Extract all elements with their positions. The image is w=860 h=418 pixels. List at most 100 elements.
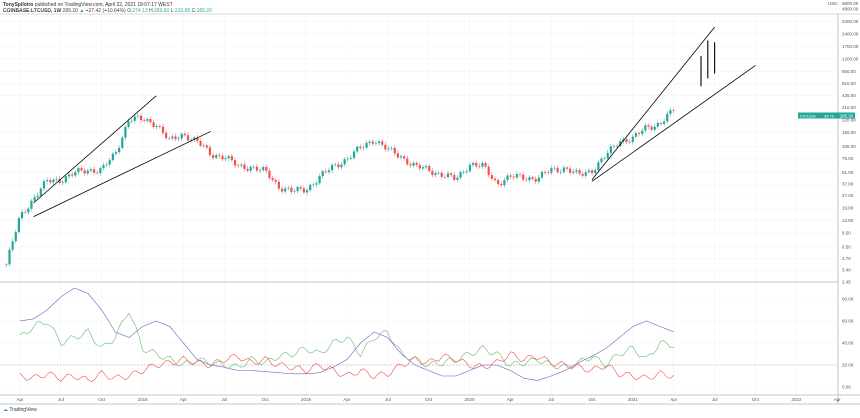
candle-body xyxy=(30,200,33,209)
candle-body xyxy=(196,137,199,142)
candle-body xyxy=(637,133,641,134)
price-tick-label: 1700.00 xyxy=(842,44,859,49)
candle-body xyxy=(616,145,619,147)
candle-body xyxy=(384,144,387,150)
candle-body xyxy=(565,167,569,169)
time-tick-label: 2021 xyxy=(628,397,639,402)
badge-symbol: LTCUSD xyxy=(800,113,816,118)
time-tick-label: 2018 xyxy=(138,397,149,402)
candle-body xyxy=(171,136,174,139)
candle-body xyxy=(227,156,230,159)
price-tick-label: 9.50 xyxy=(842,231,851,236)
candle-body xyxy=(309,184,312,191)
currency-label: USD xyxy=(828,1,838,6)
candle-body xyxy=(534,178,537,182)
candle-body xyxy=(5,264,8,265)
candle-body xyxy=(265,167,268,171)
candle-body xyxy=(315,183,318,185)
time-tick-label: 2020 xyxy=(464,397,475,402)
candle-body xyxy=(468,164,472,172)
candle-body xyxy=(64,176,67,183)
time-tick-label: Jul xyxy=(221,397,227,402)
candle-body xyxy=(377,141,381,144)
candle-body xyxy=(161,126,165,133)
candle-body xyxy=(666,113,669,122)
candle-body xyxy=(287,187,290,189)
candle-body xyxy=(331,164,334,171)
candle-body xyxy=(453,174,456,180)
footer: ☁ TradingView xyxy=(3,407,37,413)
osc-tick-label: 20.00 xyxy=(842,363,854,368)
candle-body xyxy=(186,135,190,141)
price-tick-label: 4.70 xyxy=(842,256,851,261)
candle-body xyxy=(67,174,71,177)
candle-body xyxy=(562,167,565,172)
symbol-legend: COINBASE:LTCUSD, 1W 285.20 ▲ +27.42 (+10… xyxy=(3,8,212,14)
price-tick-label: 610.00 xyxy=(842,81,856,86)
candle-body xyxy=(362,147,365,149)
candle-body xyxy=(381,141,384,145)
candles xyxy=(5,40,716,267)
candle-body xyxy=(302,188,306,193)
candle-body xyxy=(371,141,374,144)
price-tick-label: 435.00 xyxy=(842,93,856,98)
candle-body xyxy=(312,184,315,186)
candle-body xyxy=(550,168,553,173)
candle-body xyxy=(158,125,161,127)
candle-body xyxy=(208,147,212,156)
candle-body xyxy=(656,122,659,127)
badge-symbol-bg xyxy=(798,112,838,119)
candle-body xyxy=(672,110,675,111)
candle-body xyxy=(650,126,653,130)
publish-info: TonySpilotro published on TradingView.co… xyxy=(3,2,173,8)
candle-body xyxy=(183,133,187,136)
candle-body xyxy=(619,141,622,146)
candle-body xyxy=(237,165,240,167)
candle-body xyxy=(399,156,403,158)
candle-body xyxy=(387,148,390,150)
candle-body xyxy=(86,170,89,174)
candle-body xyxy=(11,241,14,250)
candle-body xyxy=(352,151,356,158)
time-tick-label: Jul xyxy=(548,397,554,402)
brand[interactable]: TradingView xyxy=(9,407,37,413)
candle-body xyxy=(528,177,531,181)
candle-body xyxy=(49,180,52,183)
candle-body xyxy=(102,165,105,169)
candle-body xyxy=(174,136,177,140)
candle-body xyxy=(121,137,124,148)
candle-body xyxy=(149,119,152,123)
candle-body xyxy=(124,126,127,138)
candle-body xyxy=(606,152,609,159)
trendlines[interactable] xyxy=(33,26,756,218)
time-tick-label: Jul xyxy=(58,397,64,402)
publisher-name[interactable]: TonySpilotro xyxy=(3,2,34,8)
candle-body xyxy=(20,211,24,219)
candle-body xyxy=(600,158,603,163)
candle-body xyxy=(512,176,515,178)
price-badge: LTCUSD 3d 7h 285.20 xyxy=(798,112,855,119)
candle-body xyxy=(224,158,227,160)
candle-body xyxy=(406,158,409,165)
candle-body xyxy=(340,164,343,168)
candle-body xyxy=(83,170,86,174)
candle-body xyxy=(246,168,249,171)
candle-body xyxy=(271,178,274,180)
candle-body xyxy=(17,218,21,233)
candle-body xyxy=(509,175,512,177)
candle-body xyxy=(324,171,327,173)
candle-body xyxy=(155,125,158,127)
candle-body xyxy=(653,126,656,130)
price-tick-label: 850.00 xyxy=(842,69,856,74)
oscillator-pane xyxy=(19,287,675,382)
candle-body xyxy=(365,142,368,148)
time-tick-label: 2019 xyxy=(301,397,312,402)
candle-body xyxy=(471,162,475,165)
candle-body xyxy=(531,177,534,179)
symbol[interactable]: COINBASE:LTCUSD, 1W xyxy=(3,8,62,14)
candle-body xyxy=(108,160,111,165)
price-tick-label: 220.00 xyxy=(842,117,856,122)
time-tick-label: Oct xyxy=(425,397,433,402)
